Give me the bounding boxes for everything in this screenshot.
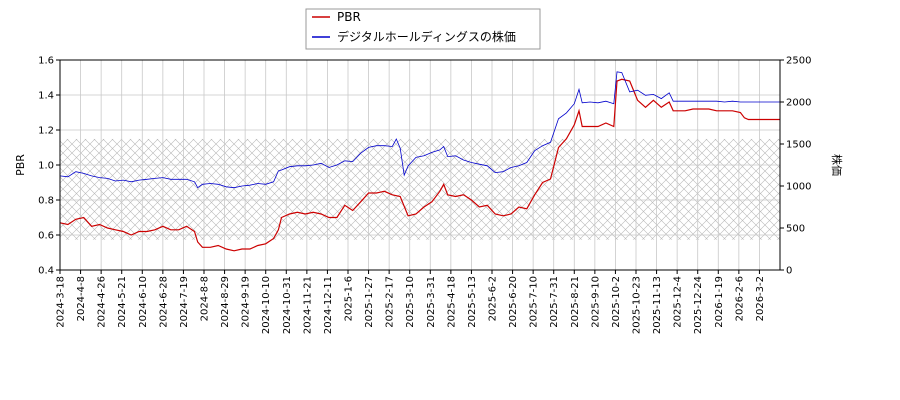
legend-label-price: デジタルホールディングスの株価 xyxy=(337,29,516,44)
series-lines xyxy=(59,71,780,252)
right-tick-label: 500 xyxy=(786,224,805,235)
left-axis-label: PBR xyxy=(14,154,27,176)
right-axis-ticks: 0 500 1000 1500 2000 2500 xyxy=(780,56,811,277)
x-tick-label: 2025-9-10 xyxy=(590,276,601,328)
x-tick-label: 2025-6-20 xyxy=(508,276,519,328)
right-tick-label: 2500 xyxy=(786,56,811,67)
x-tick-label: 2024-9-19 xyxy=(241,276,252,328)
x-tick-label: 2024-3-18 xyxy=(56,276,67,328)
legend: PBR デジタルホールディングスの株価 xyxy=(305,8,541,50)
x-tick-label: 2026-1-19 xyxy=(714,276,725,328)
x-tick-label: 2025-12-24 xyxy=(693,276,704,334)
series-line-pbr xyxy=(59,78,780,252)
left-tick-label: 1.0 xyxy=(38,161,54,172)
x-tick-label: 2024-12-11 xyxy=(323,276,334,334)
grid xyxy=(59,59,780,271)
x-tick-label: 2025-8-21 xyxy=(570,276,581,328)
x-tick-label: 2025-10-23 xyxy=(632,276,643,334)
x-tick-label: 2025-1-6 xyxy=(344,276,355,321)
right-tick-label: 1500 xyxy=(786,140,811,151)
x-tick-label: 2024-10-10 xyxy=(261,276,272,334)
x-tick-label: 2025-7-10 xyxy=(529,276,540,328)
x-tick-label: 2024-6-28 xyxy=(158,276,169,328)
legend-label-pbr: PBR xyxy=(337,10,361,24)
left-tick-label: 0.4 xyxy=(38,266,54,277)
left-tick-label: 1.2 xyxy=(38,126,54,137)
x-tick-label: 2025-5-13 xyxy=(467,276,478,328)
x-tick-label: 2025-1-27 xyxy=(364,276,375,328)
x-tick-label: 2025-2-17 xyxy=(385,276,396,328)
x-tick-label: 2024-5-21 xyxy=(117,276,128,328)
x-tick-label: 2025-7-31 xyxy=(549,276,560,328)
right-axis-label: 株価 xyxy=(830,154,844,176)
x-tick-label: 2024-4-26 xyxy=(97,276,108,328)
left-tick-label: 0.8 xyxy=(38,196,54,207)
x-tick-label: 2025-11-13 xyxy=(652,276,663,334)
right-tick-label: 0 xyxy=(786,266,792,277)
x-tick-label: 2026-3-2 xyxy=(755,276,766,321)
x-axis-ticks: 2024-3-18 2024-4-8 2024-4-26 2024-5-21 2024-… xyxy=(56,270,766,334)
left-axis-ticks: 0.4 0.6 0.8 1.0 1.2 1.4 1.6 xyxy=(38,56,60,277)
x-tick-label: 2024-6-10 xyxy=(138,276,149,328)
x-tick-label: 2024-7-19 xyxy=(179,276,190,328)
right-tick-label: 1000 xyxy=(786,182,811,193)
legend-box xyxy=(305,8,541,50)
right-tick-label: 2000 xyxy=(786,98,811,109)
x-tick-label: 2025-12-4 xyxy=(673,276,684,328)
x-tick-label: 2024-8-29 xyxy=(220,276,231,328)
x-tick-label: 2025-3-31 xyxy=(426,276,437,328)
x-tick-label: 2025-10-2 xyxy=(611,276,622,328)
x-tick-label: 2026-2-6 xyxy=(734,276,745,321)
hatched-band xyxy=(60,138,780,240)
series-line-price xyxy=(59,71,780,189)
x-tick-label: 2025-3-10 xyxy=(405,276,416,328)
x-tick-label: 2024-10-31 xyxy=(282,276,293,334)
x-tick-label: 2025-6-2 xyxy=(488,276,499,321)
left-tick-label: 0.6 xyxy=(38,231,54,242)
left-tick-label: 1.4 xyxy=(38,91,54,102)
x-tick-label: 2025-4-18 xyxy=(446,276,457,328)
x-tick-label: 2024-11-21 xyxy=(302,276,313,334)
x-tick-label: 2024-8-8 xyxy=(200,276,211,321)
left-tick-label: 1.6 xyxy=(38,56,54,67)
x-tick-label: 2024-4-8 xyxy=(76,276,87,321)
